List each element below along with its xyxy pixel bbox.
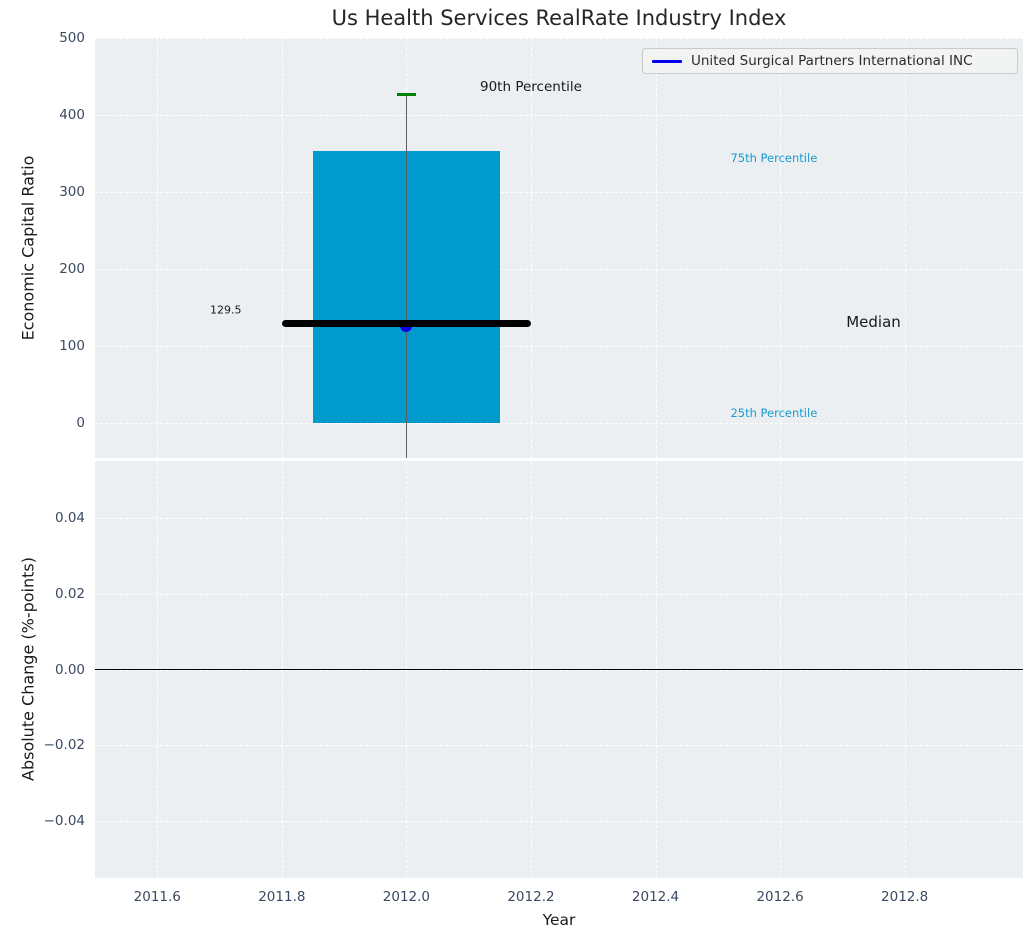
whisker-line <box>405 94 407 458</box>
x-tick-label: 2011.8 <box>258 889 306 905</box>
gridline-vertical <box>157 38 159 458</box>
y-tick-label: −0.02 <box>43 737 85 754</box>
legend-series-label: United Surgical Partners International I… <box>691 53 973 69</box>
y-tick-label: 500 <box>59 30 85 46</box>
chart-title: Us Health Services RealRate Industry Ind… <box>331 6 787 30</box>
annotation-90th-percentile: 90th Percentile <box>480 79 582 96</box>
gridline-vertical <box>281 38 283 458</box>
x-tick-label: 2012.6 <box>756 889 804 905</box>
gridline-horizontal <box>95 114 1023 116</box>
gridline-horizontal <box>95 821 1023 823</box>
gridline-horizontal <box>95 38 1023 39</box>
y-tick-label: −0.04 <box>43 813 85 830</box>
gridline-horizontal <box>95 517 1023 519</box>
zero-reference-line <box>95 668 1023 671</box>
y-tick-label: 300 <box>59 183 85 200</box>
y-tick-label: 400 <box>59 106 85 123</box>
legend: United Surgical Partners International I… <box>642 48 1018 74</box>
x-tick-label: 2011.6 <box>133 889 181 905</box>
annotation-75th-percentile: 75th Percentile <box>730 151 818 165</box>
gridline-horizontal <box>95 191 1023 193</box>
legend-line-swatch <box>652 59 682 63</box>
y-tick-label: 100 <box>59 337 85 354</box>
x-tick-label: 2012.0 <box>382 889 431 905</box>
gridline-vertical <box>655 38 657 458</box>
x-tick-label: 2012.4 <box>631 889 680 905</box>
gridline-horizontal <box>95 745 1023 747</box>
gridline-horizontal <box>95 268 1023 270</box>
gridline-vertical <box>904 38 906 458</box>
gridline-vertical <box>530 38 532 458</box>
x-tick-label: 2012.8 <box>881 889 929 905</box>
annotation-129-5: 129.5 <box>210 303 242 317</box>
gridline-horizontal <box>95 422 1023 424</box>
top-plot-area <box>95 38 1023 458</box>
annotation-25th-percentile: 25th Percentile <box>730 405 818 420</box>
median-line <box>281 319 531 327</box>
ninetieth-percentile-cap <box>396 92 416 96</box>
y-tick-label: 200 <box>59 260 85 277</box>
annotation-median: Median <box>846 312 901 331</box>
x-axis-label: Year <box>542 911 576 929</box>
gridline-horizontal <box>95 345 1023 347</box>
gridline-vertical <box>780 38 782 458</box>
y-tick-label: 0.04 <box>54 509 85 526</box>
gridline-horizontal <box>95 593 1023 595</box>
y-tick-label: 0.00 <box>54 661 85 678</box>
y-tick-label: 0.02 <box>54 585 85 602</box>
x-tick-label: 2012.2 <box>507 889 555 905</box>
y-tick-label: 0 <box>76 414 85 431</box>
